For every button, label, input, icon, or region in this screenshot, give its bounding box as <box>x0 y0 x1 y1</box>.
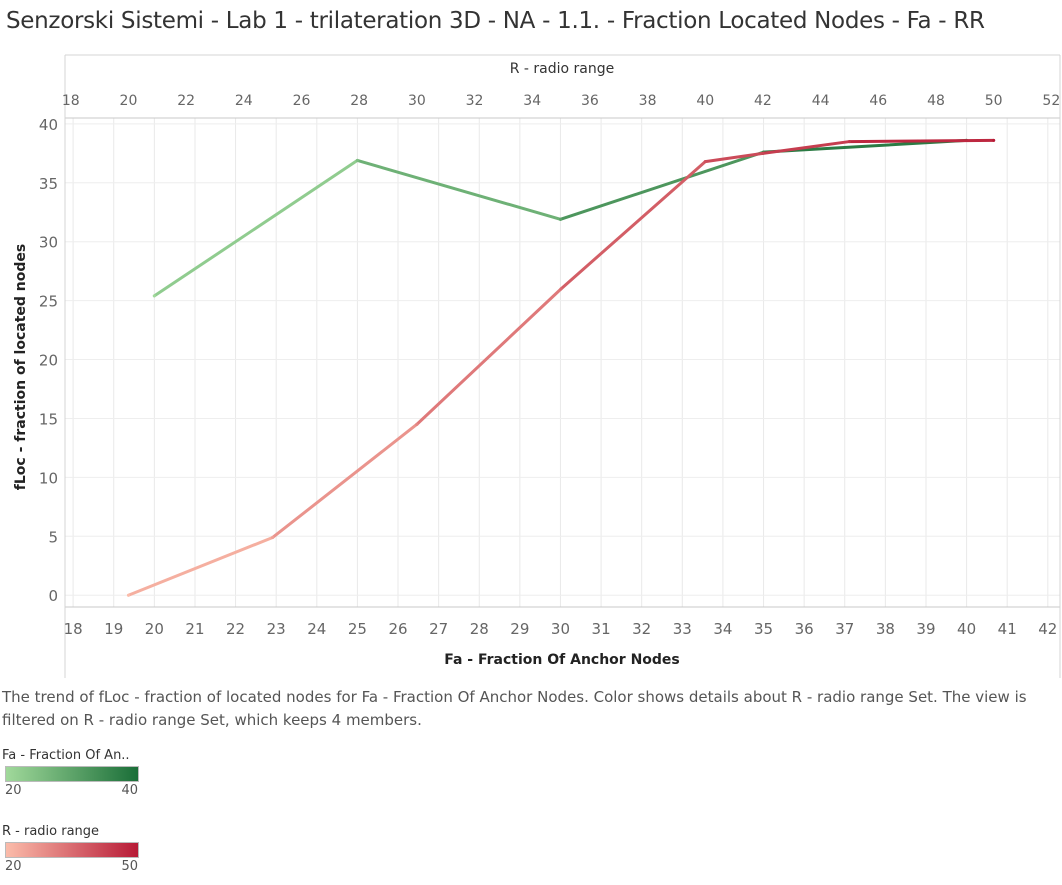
legend-fa-min: 20 <box>5 783 22 798</box>
x-axis-tick-label: 38 <box>876 620 895 638</box>
x-axis-tick-label: 39 <box>916 620 935 638</box>
y-axis-tick-label: 15 <box>39 410 58 428</box>
x-axis-tick-label: 40 <box>957 620 976 638</box>
top-axis-title: R - radio range <box>510 61 615 77</box>
legend-fa: Fa - Fraction Of An.. 20 40 <box>2 748 139 800</box>
x-axis-tick-label: 25 <box>348 620 367 638</box>
line-chart: 18 20 22 24 26 28 30 32 34 36 38 40 42 44 46 48 50 52 18 1… <box>13 54 1061 678</box>
top-axis-tick-label: 18 <box>62 93 80 109</box>
top-axis-tick-label: 36 <box>581 93 599 109</box>
series-segment <box>703 151 765 164</box>
legend-rr-min: 20 <box>5 859 22 874</box>
x-axis-tick-label: 22 <box>226 620 245 638</box>
top-axis-tick-label: 26 <box>293 93 311 109</box>
top-axis-tick-label: 24 <box>235 93 253 109</box>
chart-frame <box>64 54 1061 678</box>
top-axis-tick-label: 46 <box>869 93 887 109</box>
series-segment <box>415 287 563 426</box>
x-axis-tick-label: 31 <box>592 620 611 638</box>
chart-description: The trend of fLoc - fraction of located … <box>2 688 1027 729</box>
data-point[interactable] <box>703 160 707 164</box>
x-axis-tick-label: 19 <box>104 620 123 638</box>
data-point[interactable] <box>355 158 359 162</box>
legend-fa-title: Fa - Fraction Of An.. <box>2 748 130 763</box>
x-axis-tick-label: 30 <box>551 620 570 638</box>
y-axis-tick-label: 20 <box>39 352 58 370</box>
series-lines <box>126 138 996 597</box>
top-axis-tick-label: 48 <box>927 93 945 109</box>
data-point[interactable] <box>559 287 563 291</box>
x-axis-title: Fa - Fraction Of Anchor Nodes <box>444 652 680 668</box>
top-axis-tick-label: 34 <box>523 93 541 109</box>
y-axis-tick-label: 40 <box>39 116 58 134</box>
data-point[interactable] <box>761 151 765 155</box>
x-axis-tick-label: 33 <box>673 620 692 638</box>
top-axis-tick-label: 32 <box>466 93 484 109</box>
data-point[interactable] <box>152 294 156 298</box>
top-axis-ticks: 18 20 22 24 26 28 30 32 34 36 38 40 42 44 46 48 50 52 <box>62 93 1060 109</box>
series-segment <box>559 160 707 291</box>
top-axis-tick-label: 30 <box>408 93 426 109</box>
x-axis-tick-label: 29 <box>510 620 529 638</box>
legend-fa-max: 40 <box>121 783 138 798</box>
series-segment <box>355 158 562 221</box>
x-axis-tick-label: 28 <box>470 620 489 638</box>
legend-rr-color-ramp <box>5 842 139 858</box>
x-axis-tick-label: 42 <box>1038 620 1057 638</box>
series-segment <box>558 150 766 221</box>
y-axis-title: fLoc - fraction of located nodes <box>13 244 29 490</box>
bottom-axis-ticks: 18 19 20 21 22 23 24 25 26 27 28 29 30 31 32 33 34 35 36 37… <box>64 620 1058 638</box>
legend-rr-title: R - radio range <box>2 824 100 839</box>
x-axis-tick-label: 26 <box>388 620 407 638</box>
top-axis-tick-label: 40 <box>696 93 714 109</box>
x-axis-tick-label: 35 <box>754 620 773 638</box>
x-axis-tick-label: 23 <box>267 620 286 638</box>
top-axis-tick-label: 38 <box>639 93 657 109</box>
data-point[interactable] <box>992 138 996 142</box>
y-axis-tick-label: 30 <box>39 234 58 252</box>
y-axis-tick-label: 35 <box>39 175 58 193</box>
x-axis-tick-label: 18 <box>64 620 83 638</box>
series-segment <box>761 140 851 155</box>
series-segment <box>847 138 996 144</box>
data-point[interactable] <box>271 535 275 539</box>
top-axis-tick-label: 22 <box>177 93 195 109</box>
top-axis-tick-label: 28 <box>350 93 368 109</box>
top-axis-tick-label: 50 <box>985 93 1003 109</box>
series-segment <box>271 422 419 539</box>
x-axis-tick-label: 24 <box>307 620 326 638</box>
y-axis-tick-label: 5 <box>48 528 58 546</box>
y-axis-tick-label: 10 <box>39 469 58 487</box>
y-axis-tick-label: 25 <box>39 293 58 311</box>
legend-rr-max: 50 <box>121 859 138 874</box>
top-axis-tick-label: 44 <box>812 93 830 109</box>
top-axis-tick-label: 20 <box>120 93 138 109</box>
x-axis-tick-label: 21 <box>185 620 204 638</box>
x-axis-tick-label: 32 <box>632 620 651 638</box>
legend-radio-range: R - radio range 20 50 <box>2 824 139 876</box>
x-axis-tick-label: 37 <box>835 620 854 638</box>
grid-lines <box>65 118 1060 607</box>
x-axis-tick-label: 20 <box>145 620 164 638</box>
x-axis-tick-label: 34 <box>713 620 732 638</box>
data-point[interactable] <box>847 140 851 144</box>
top-axis-tick-label: 52 <box>1042 93 1060 109</box>
legend-fa-color-ramp <box>5 766 139 782</box>
x-axis-tick-label: 41 <box>998 620 1017 638</box>
top-axis-tick-label: 42 <box>754 93 772 109</box>
x-axis-tick-label: 27 <box>429 620 448 638</box>
series-segment <box>126 535 275 597</box>
y-axis-ticks: 0 5 10 15 20 25 30 35 40 <box>39 116 58 605</box>
x-axis-tick-label: 36 <box>795 620 814 638</box>
series-radio-range <box>126 138 996 597</box>
data-point[interactable] <box>126 593 130 597</box>
page-title: Senzorski Sistemi - Lab 1 - trilateratio… <box>6 8 985 34</box>
y-axis-tick-label: 0 <box>48 587 58 605</box>
series-segment <box>152 158 359 298</box>
data-point[interactable] <box>558 217 562 221</box>
data-point[interactable] <box>415 422 419 426</box>
